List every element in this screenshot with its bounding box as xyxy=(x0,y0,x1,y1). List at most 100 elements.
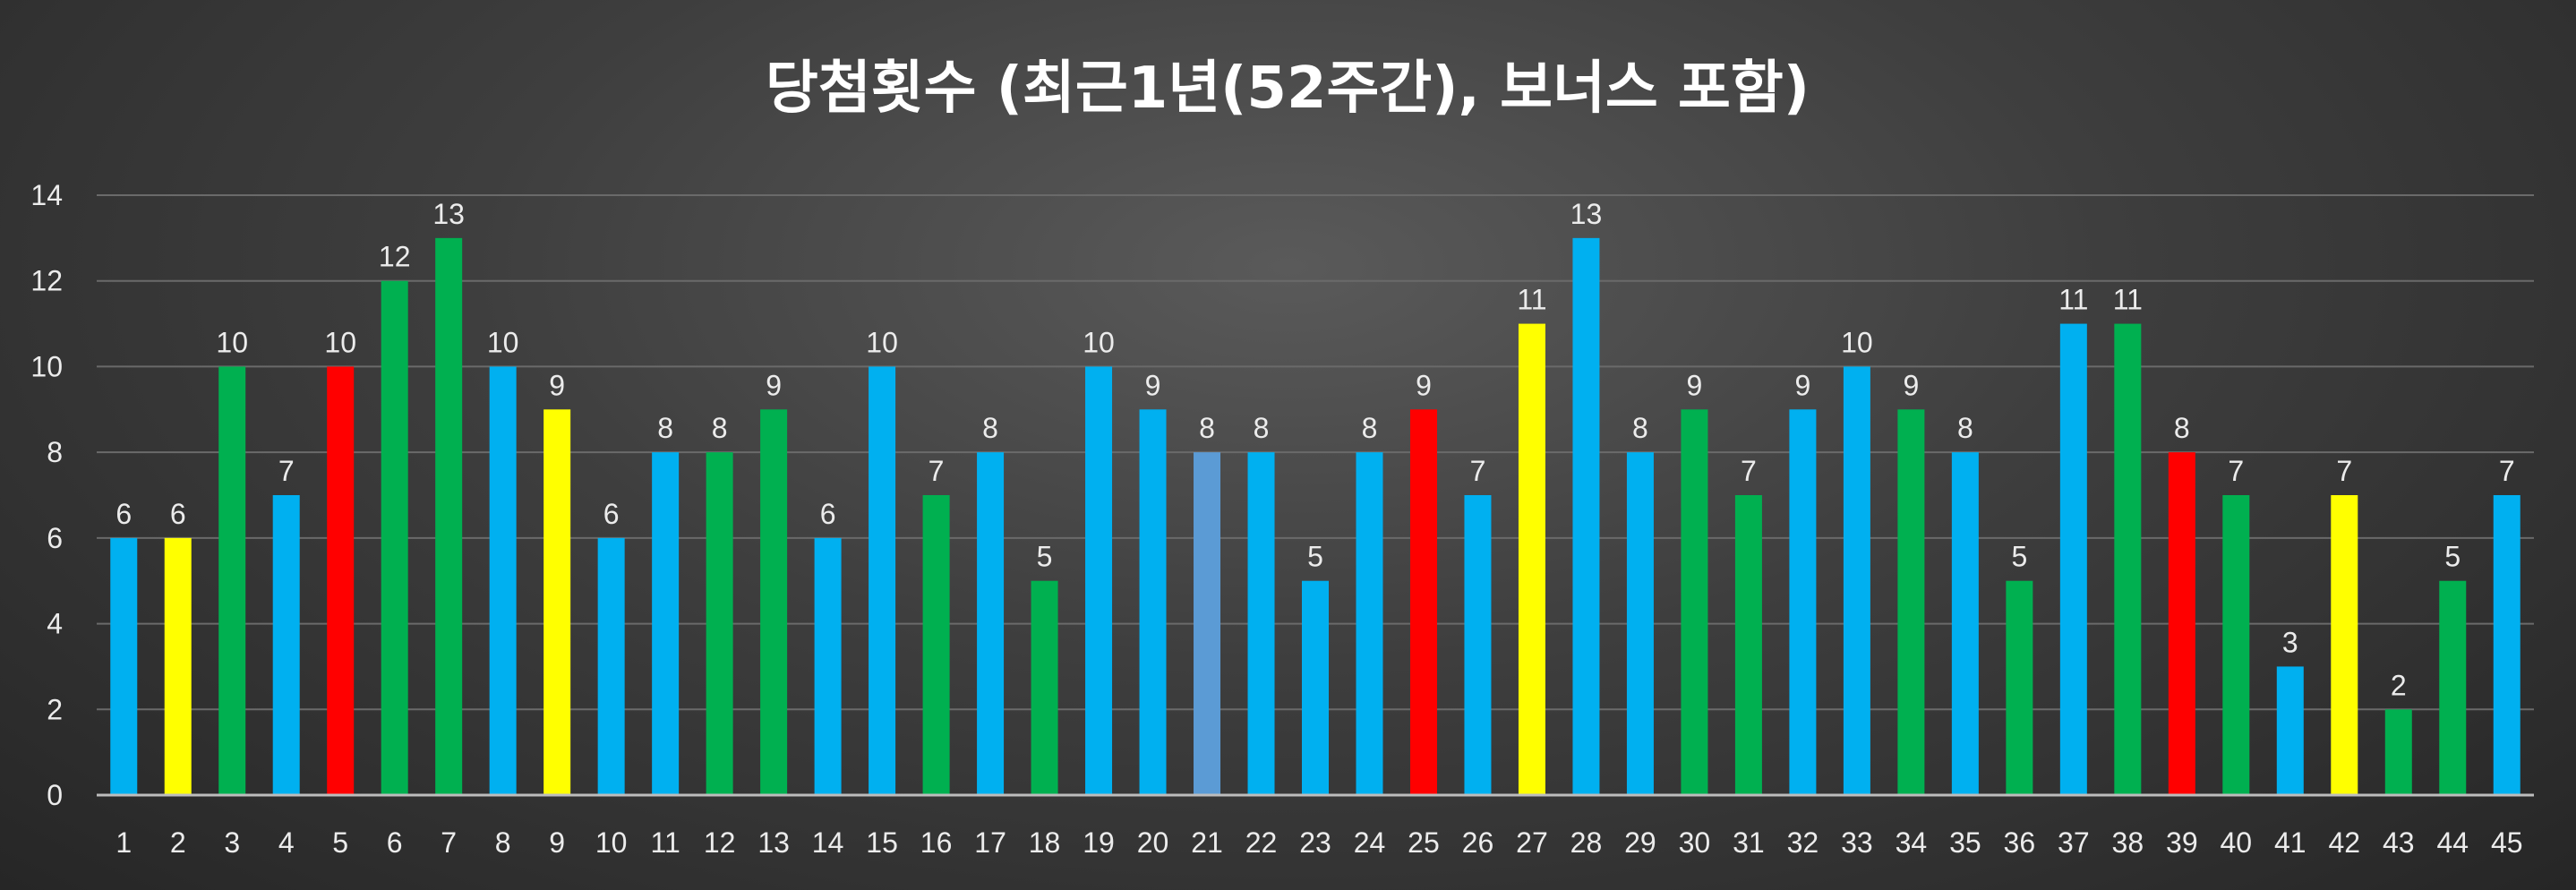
x-tick-label: 17 xyxy=(974,826,1006,859)
data-label: 11 xyxy=(2058,284,2088,316)
bar-12 xyxy=(706,452,733,795)
bar-16 xyxy=(922,495,950,795)
data-label: 6 xyxy=(116,498,132,530)
bar-5 xyxy=(327,366,355,795)
bar-26 xyxy=(1464,495,1492,795)
x-tick-label: 34 xyxy=(1896,826,1928,859)
data-label: 9 xyxy=(1795,369,1811,401)
x-tick-label: 37 xyxy=(2058,826,2090,859)
x-tick-label: 43 xyxy=(2383,826,2415,859)
bar-37 xyxy=(2059,323,2087,796)
data-label: 10 xyxy=(216,326,248,358)
y-axis-ticks: 0 2 4 6 8 10 12 14 xyxy=(30,179,63,811)
x-tick-label: 3 xyxy=(224,826,240,859)
x-tick-label: 31 xyxy=(1733,826,1765,859)
data-label: 9 xyxy=(1145,369,1161,401)
x-tick-label: 12 xyxy=(704,826,736,859)
y-tick-label: 6 xyxy=(47,522,63,554)
data-label: 8 xyxy=(982,412,998,444)
bar-21 xyxy=(1194,452,1221,795)
x-tick-label: 30 xyxy=(1679,826,1711,859)
x-tick-label: 6 xyxy=(387,826,403,859)
bar-19 xyxy=(1085,366,1113,795)
x-tick-label: 14 xyxy=(812,826,844,859)
data-label: 8 xyxy=(1254,412,1270,444)
bars xyxy=(110,237,2520,796)
x-tick-label: 1 xyxy=(116,826,132,859)
x-tick-label: 40 xyxy=(2221,826,2253,859)
data-label: 5 xyxy=(1307,541,1323,573)
bar-9 xyxy=(543,409,571,795)
y-tick-label: 8 xyxy=(47,436,63,468)
x-tick-label: 24 xyxy=(1354,826,1386,859)
x-tick-label: 27 xyxy=(1516,826,1548,859)
bar-42 xyxy=(2331,495,2358,795)
bar-38 xyxy=(2114,323,2142,796)
data-label: 6 xyxy=(603,498,620,530)
x-tick-label: 36 xyxy=(2004,826,2036,859)
bar-35 xyxy=(1951,452,1979,795)
y-tick-label: 14 xyxy=(30,179,63,211)
x-tick-label: 4 xyxy=(278,826,295,859)
chart-title: 당첨횟수 (최근1년(52주간), 보너스 포함) xyxy=(766,56,1810,122)
bar-10 xyxy=(597,537,625,795)
bar-36 xyxy=(2006,580,2033,795)
bar-13 xyxy=(760,409,788,795)
bar-39 xyxy=(2168,452,2195,795)
data-label: 11 xyxy=(1517,284,1546,316)
data-label: 9 xyxy=(1687,369,1703,401)
data-label: 7 xyxy=(278,455,295,487)
x-tick-label: 13 xyxy=(757,826,790,859)
data-label: 8 xyxy=(1362,412,1378,444)
data-label: 11 xyxy=(2113,284,2143,316)
data-label: 7 xyxy=(929,455,945,487)
bar-43 xyxy=(2384,709,2412,795)
data-label: 7 xyxy=(1470,455,1486,487)
bar-33 xyxy=(1843,366,1870,795)
x-tick-label: 45 xyxy=(2491,826,2523,859)
data-label: 5 xyxy=(2444,541,2460,573)
data-label: 10 xyxy=(1083,326,1115,358)
x-tick-label: 15 xyxy=(866,826,898,859)
data-label: 8 xyxy=(1957,412,1973,444)
data-label: 9 xyxy=(766,369,782,401)
x-tick-label: 29 xyxy=(1624,826,1656,859)
x-tick-label: 32 xyxy=(1787,826,1819,859)
x-tick-label: 35 xyxy=(1949,826,1981,859)
bar-14 xyxy=(814,537,842,795)
y-tick-label: 10 xyxy=(30,350,63,382)
data-label: 5 xyxy=(2011,541,2027,573)
x-tick-label: 10 xyxy=(595,826,628,859)
bar-41 xyxy=(2276,666,2304,795)
x-tick-label: 38 xyxy=(2112,826,2144,859)
bar-45 xyxy=(2493,495,2520,795)
data-label: 3 xyxy=(2282,626,2298,658)
data-label: 10 xyxy=(324,326,356,358)
bar-8 xyxy=(489,366,517,795)
bar-17 xyxy=(977,452,1005,795)
bar-29 xyxy=(1626,452,1654,795)
x-tick-label: 42 xyxy=(2328,826,2360,859)
bar-4 xyxy=(272,495,300,795)
x-tick-label: 2 xyxy=(170,826,186,859)
x-tick-label: 23 xyxy=(1299,826,1331,859)
x-tick-label: 11 xyxy=(651,826,680,859)
bar-34 xyxy=(1897,409,1925,795)
data-label: 10 xyxy=(487,326,519,358)
bar-27 xyxy=(1518,323,1545,796)
bar-11 xyxy=(652,452,680,795)
x-tick-label: 21 xyxy=(1191,826,1223,859)
x-tick-label: 9 xyxy=(549,826,565,859)
x-tick-label: 28 xyxy=(1570,826,1603,859)
bar-7 xyxy=(435,237,463,795)
bar-15 xyxy=(869,366,896,795)
data-label: 8 xyxy=(712,412,728,444)
data-label: 10 xyxy=(1841,326,1873,358)
bar-18 xyxy=(1031,580,1058,795)
x-tick-label: 41 xyxy=(2274,826,2306,859)
data-label: 8 xyxy=(1199,412,1215,444)
bar-28 xyxy=(1572,237,1600,795)
y-tick-label: 2 xyxy=(47,693,63,725)
data-label: 8 xyxy=(657,412,673,444)
data-label: 6 xyxy=(820,498,836,530)
